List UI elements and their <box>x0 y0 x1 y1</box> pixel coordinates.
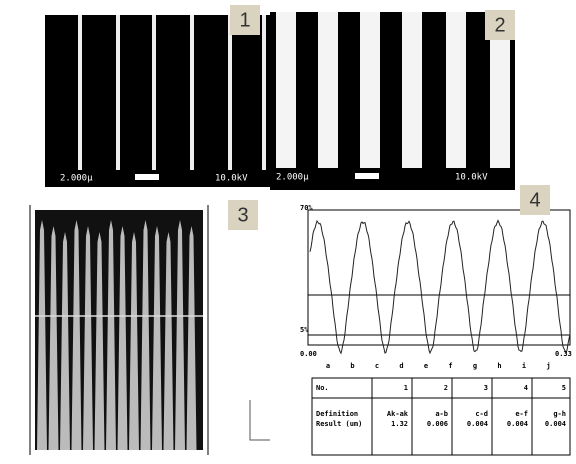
stripe <box>276 12 296 168</box>
result-table: No. 1 2 3 4 5 Definition Ak-ak a-b c-d e-f g-h Resul… <box>312 378 570 455</box>
scale-text: 2.000μ <box>276 173 309 183</box>
voltage-text: 10.0kV <box>455 173 488 183</box>
table-header: 4 <box>524 384 528 392</box>
table-header: 2 <box>444 384 448 392</box>
x-start-label: 0.00 <box>300 350 317 358</box>
table-cell: 1.32 <box>391 420 408 428</box>
table-header: No. <box>316 384 329 392</box>
table-cell: 0.006 <box>427 420 448 428</box>
sem-image-2 <box>270 12 515 190</box>
scale-corner <box>250 400 270 440</box>
point-label: b <box>350 362 354 370</box>
table-cell: c-d <box>475 410 488 418</box>
stripe <box>318 12 338 168</box>
table-cell: g-h <box>553 410 566 418</box>
stripe <box>78 15 82 170</box>
point-label: a <box>326 362 330 370</box>
point-markers: a b c d e f g h i j <box>326 362 551 370</box>
table-cell: Ak-ak <box>387 410 409 418</box>
stripe <box>446 12 466 168</box>
y-bottom-label: 5% <box>300 326 309 334</box>
stripe <box>262 15 266 170</box>
point-label: h <box>497 362 501 370</box>
stripe <box>228 15 232 170</box>
stripe <box>116 15 120 170</box>
scale-bar <box>135 174 159 180</box>
panel-label: 1 <box>239 9 250 31</box>
table-cell: a-b <box>435 410 448 418</box>
point-label: f <box>448 362 452 370</box>
table-cell: 0.004 <box>545 420 566 428</box>
table-cell: Result (um) <box>316 420 362 428</box>
stripe <box>152 15 156 170</box>
voltage-text: 10.0kV <box>215 174 248 184</box>
point-label: d <box>399 362 403 370</box>
scale-text: 2.000μ <box>60 174 93 184</box>
table-cell: e-f <box>515 410 528 418</box>
panel-label: 2 <box>494 14 505 36</box>
stripe <box>360 12 380 168</box>
table-header: 3 <box>484 384 488 392</box>
table-header: 1 <box>404 384 408 392</box>
stripe <box>190 15 194 170</box>
plot-frame <box>308 210 570 345</box>
point-label: j <box>546 362 550 370</box>
table-cell: 0.004 <box>467 420 488 428</box>
point-label: g <box>473 362 477 370</box>
panel-label: 3 <box>237 204 248 226</box>
figure: 2.000μ 10.0kV 1 2.000μ 10.0kV 2 3 70% 5%… <box>0 0 576 464</box>
stripe <box>402 12 422 168</box>
y-top-label: 70% <box>300 204 313 212</box>
point-label: i <box>522 362 526 370</box>
scale-bar <box>355 173 379 179</box>
point-label: c <box>375 362 379 370</box>
table-header: 5 <box>562 384 566 392</box>
x-end-label: 0.33 <box>555 350 572 358</box>
point-label: e <box>424 362 428 370</box>
table-cell: 0.004 <box>507 420 528 428</box>
table-cell: Definition <box>316 410 358 418</box>
panel-label: 4 <box>529 189 540 211</box>
